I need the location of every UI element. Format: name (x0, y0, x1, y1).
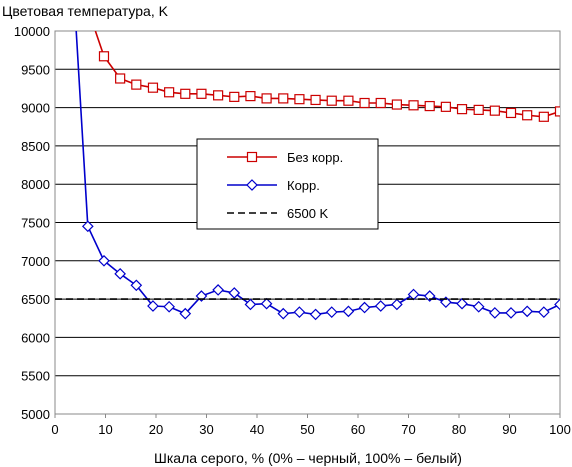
data-point (554, 298, 560, 311)
data-point (179, 307, 192, 320)
x-tick-label: 20 (149, 422, 163, 437)
data-point (358, 301, 371, 314)
data-point (391, 298, 403, 311)
data-point (278, 93, 289, 104)
data-point (212, 284, 224, 296)
y-tick-label: 9500 (21, 62, 50, 77)
legend-label: Без корр. (287, 150, 343, 165)
data-point (456, 297, 468, 310)
data-point (325, 306, 338, 318)
y-tick-label: 7000 (21, 254, 50, 269)
x-tick-label: 0 (51, 422, 58, 437)
data-point (147, 300, 159, 312)
series-layer (55, 31, 560, 321)
data-point (391, 99, 402, 110)
data-point (228, 287, 241, 299)
data-point (472, 300, 485, 313)
data-point (98, 254, 110, 267)
legend-label: 6500 K (287, 206, 329, 221)
x-tick-label: 40 (250, 422, 264, 437)
data-point (261, 93, 272, 104)
data-point (115, 73, 126, 84)
y-tick-label: 6000 (21, 330, 50, 345)
y-tick-label: 8500 (21, 139, 50, 154)
data-point (196, 88, 207, 99)
data-point (456, 104, 468, 115)
x-tick-label: 80 (452, 422, 466, 437)
x-tick-label: 90 (502, 422, 516, 437)
data-point (440, 101, 451, 112)
data-point (375, 97, 386, 109)
x-tick-label: 70 (401, 422, 415, 437)
y-tick-label: 8000 (21, 177, 50, 192)
data-point (342, 305, 355, 318)
data-point (180, 88, 191, 99)
data-point (293, 306, 306, 318)
legend-label: Корр. (287, 178, 320, 193)
data-point (131, 79, 142, 90)
y-tick-label: 9000 (21, 101, 50, 116)
data-point (359, 97, 370, 109)
data-point (114, 267, 126, 280)
data-point (260, 297, 273, 310)
data-point (130, 279, 143, 292)
legend-box (196, 138, 379, 230)
data-point (374, 300, 387, 312)
data-point (244, 298, 257, 311)
legend: Без корр. Корр. 6500 K (196, 138, 379, 230)
data-point (424, 100, 435, 112)
data-point (164, 87, 175, 98)
data-point (294, 94, 305, 105)
data-point (538, 111, 549, 122)
data-point (505, 307, 517, 319)
y-axis: 5000 5500 6000 6500 7000 7500 8000 8500 9000 9500… (14, 24, 50, 422)
data-point (98, 51, 110, 62)
legend-marker (246, 151, 258, 163)
data-point (229, 91, 240, 102)
y-tick-label: 5000 (21, 407, 50, 422)
data-point (81, 220, 94, 233)
data-point (537, 306, 550, 318)
data-point (505, 107, 517, 119)
data-point (309, 308, 322, 321)
data-point (213, 90, 224, 101)
data-point (343, 95, 354, 106)
data-point (408, 100, 419, 111)
x-axis-label: Шкала серого, % (0% – черный, 100% – бел… (154, 450, 462, 466)
y-tick-label: 6500 (21, 292, 50, 307)
data-point (277, 307, 290, 320)
data-point (489, 307, 501, 319)
x-axis: 0 10 20 30 40 50 60 70 80 90 100 (51, 414, 571, 437)
data-point (554, 106, 560, 117)
x-tick-label: 10 (98, 422, 112, 437)
y-tick-label: 7500 (21, 216, 50, 231)
data-point (147, 82, 159, 93)
y-tick-label: 10000 (14, 24, 50, 39)
x-tick-label: 30 (199, 422, 213, 437)
data-point (407, 288, 420, 301)
data-point (245, 91, 256, 102)
x-tick-label: 50 (300, 422, 314, 437)
chart-title: Цветовая температура, K (2, 3, 169, 19)
y-tick-label: 5500 (21, 369, 50, 384)
data-point (326, 95, 337, 106)
data-point (163, 300, 175, 313)
data-point (310, 94, 321, 106)
legend-marker (246, 179, 258, 191)
data-point (473, 104, 484, 115)
x-tick-label: 100 (549, 422, 571, 437)
data-point (521, 305, 534, 318)
data-point (522, 110, 533, 121)
data-point (489, 105, 500, 116)
x-tick-label: 60 (351, 422, 365, 437)
